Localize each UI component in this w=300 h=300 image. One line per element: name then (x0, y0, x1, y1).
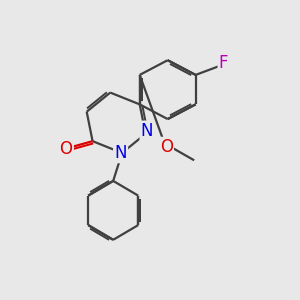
Text: N: N (141, 122, 153, 140)
Text: F: F (219, 54, 228, 72)
Text: O: O (160, 138, 173, 156)
Text: N: N (114, 144, 127, 162)
Text: O: O (60, 140, 73, 158)
